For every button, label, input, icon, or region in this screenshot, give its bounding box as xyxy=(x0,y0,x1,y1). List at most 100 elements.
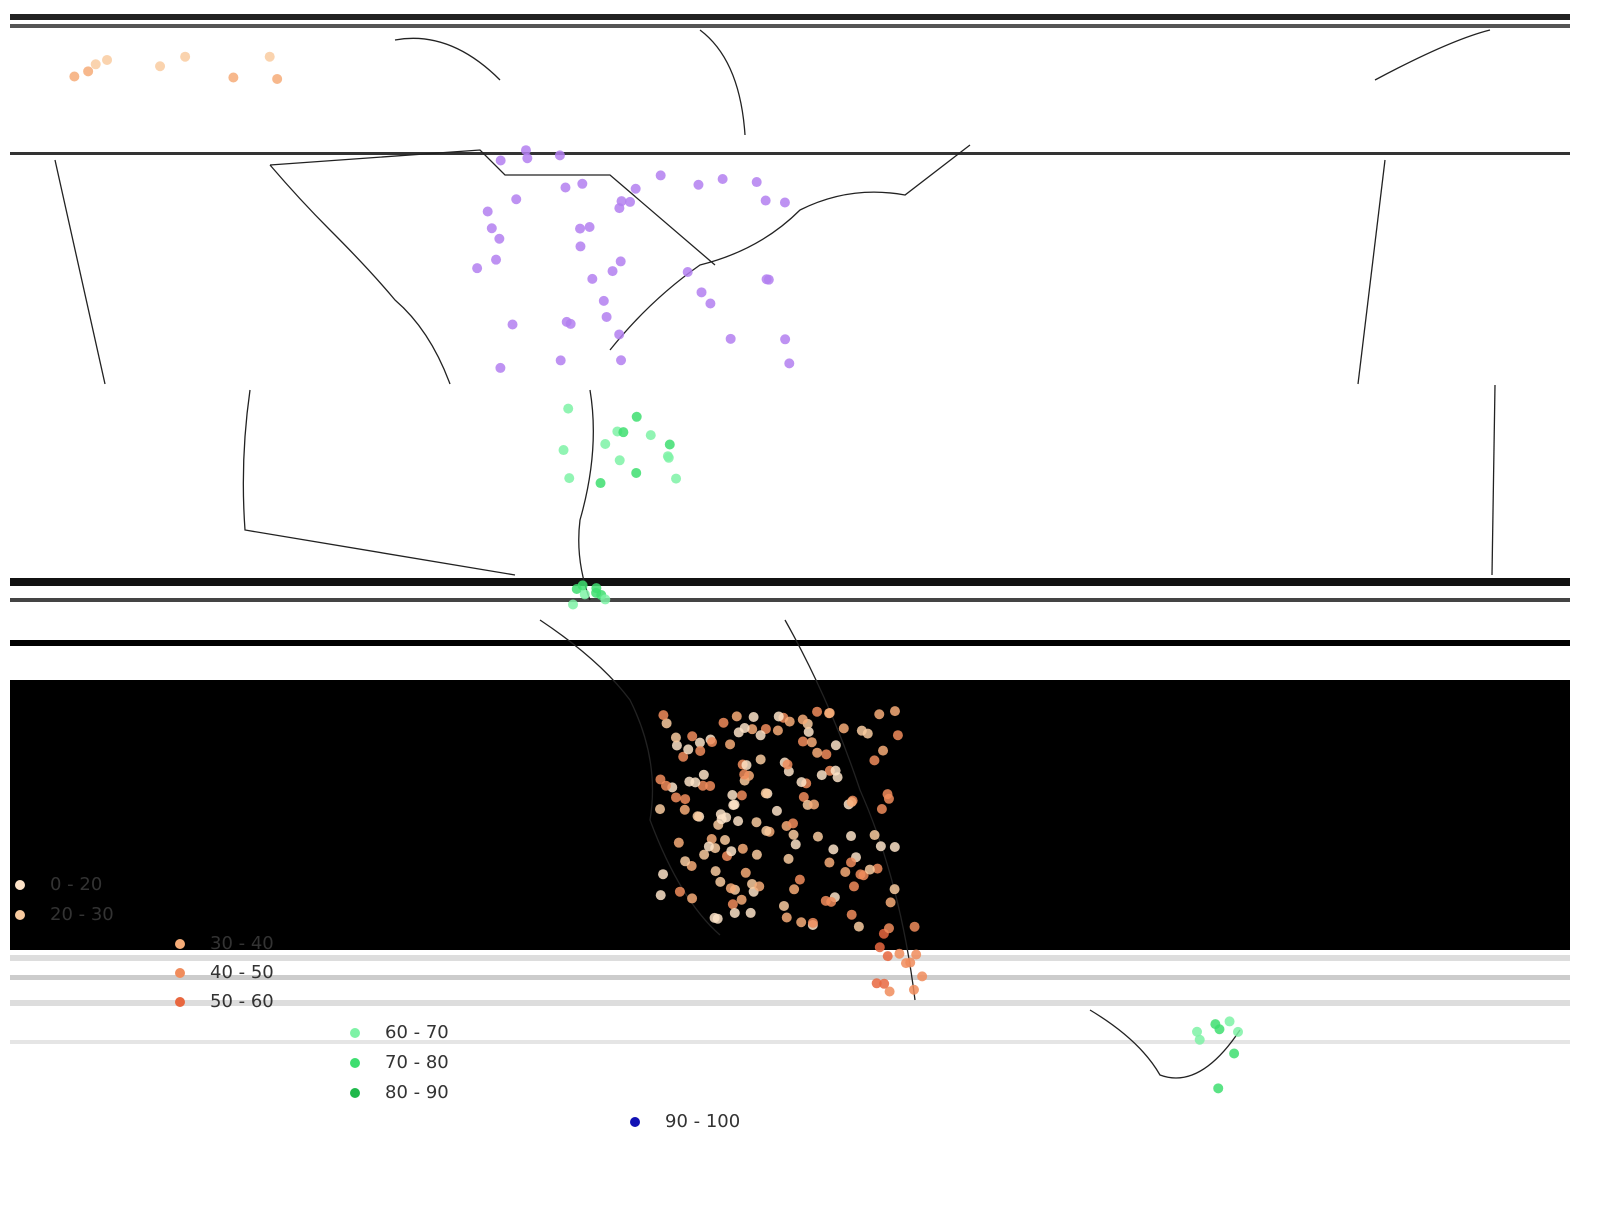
point xyxy=(900,958,911,969)
point xyxy=(616,355,627,366)
point xyxy=(760,195,771,206)
point xyxy=(796,777,807,788)
point xyxy=(696,287,707,298)
point xyxy=(1233,1026,1244,1037)
point xyxy=(180,51,191,62)
point xyxy=(655,804,666,815)
point xyxy=(495,155,506,166)
point xyxy=(600,438,611,449)
point xyxy=(720,835,731,846)
point xyxy=(695,745,706,756)
point xyxy=(264,51,275,62)
point xyxy=(864,864,875,875)
point xyxy=(846,909,857,920)
point xyxy=(584,222,595,233)
point xyxy=(729,907,740,918)
point xyxy=(889,841,900,852)
legend-swatch xyxy=(350,1058,360,1068)
point xyxy=(783,853,794,864)
legend-label: 20 - 30 xyxy=(50,904,114,925)
point xyxy=(472,263,483,274)
point xyxy=(683,744,694,755)
point xyxy=(693,179,704,190)
point xyxy=(727,789,738,800)
point xyxy=(660,780,671,791)
point xyxy=(871,978,882,989)
point xyxy=(846,831,857,842)
legend-swatch xyxy=(175,939,185,949)
point xyxy=(828,844,839,855)
point xyxy=(694,737,705,748)
point xyxy=(846,797,857,808)
point xyxy=(729,799,740,810)
point xyxy=(709,912,720,923)
point xyxy=(789,884,800,895)
point xyxy=(671,740,682,751)
point xyxy=(520,145,531,156)
point xyxy=(782,759,793,770)
point xyxy=(579,589,590,600)
point xyxy=(687,893,698,904)
point xyxy=(595,478,606,489)
point xyxy=(760,788,771,799)
point xyxy=(826,896,837,907)
point xyxy=(751,177,762,188)
point xyxy=(614,455,625,466)
legend-label: 80 - 90 xyxy=(385,1082,449,1103)
point xyxy=(892,730,903,741)
point xyxy=(821,749,832,760)
point xyxy=(687,731,698,742)
legend-swatch xyxy=(350,1088,360,1098)
point xyxy=(1194,1034,1205,1045)
point xyxy=(598,295,609,306)
point xyxy=(911,949,922,960)
point xyxy=(554,150,565,161)
point xyxy=(625,196,636,207)
legend-label: 60 - 70 xyxy=(385,1022,449,1043)
point xyxy=(830,765,841,776)
point xyxy=(830,740,841,751)
point xyxy=(658,710,669,721)
point xyxy=(736,790,747,801)
point xyxy=(614,203,625,214)
point xyxy=(718,717,729,728)
point xyxy=(715,876,726,887)
point xyxy=(751,817,762,828)
point xyxy=(614,329,625,340)
point xyxy=(761,274,772,285)
point xyxy=(806,737,817,748)
point xyxy=(794,874,805,885)
point xyxy=(894,948,905,959)
point xyxy=(856,725,867,736)
point xyxy=(671,473,682,484)
point xyxy=(883,793,894,804)
point xyxy=(591,583,602,594)
point xyxy=(615,256,626,267)
point xyxy=(779,197,790,208)
point xyxy=(631,411,642,422)
point xyxy=(670,732,681,743)
point xyxy=(699,849,710,860)
point xyxy=(680,856,691,867)
point xyxy=(690,777,701,788)
point xyxy=(725,333,736,344)
point xyxy=(878,745,889,756)
point xyxy=(90,59,101,70)
point xyxy=(645,430,656,441)
point xyxy=(564,473,575,484)
point xyxy=(733,727,744,738)
point xyxy=(726,846,737,857)
point xyxy=(869,830,880,841)
point xyxy=(575,223,586,234)
point xyxy=(560,182,571,193)
point xyxy=(607,266,618,277)
legend-swatch xyxy=(350,1028,360,1038)
point xyxy=(824,857,835,868)
point xyxy=(1213,1083,1224,1094)
point xyxy=(798,791,809,802)
point xyxy=(568,599,579,610)
point xyxy=(663,452,674,463)
point xyxy=(909,921,920,932)
point xyxy=(812,747,823,758)
